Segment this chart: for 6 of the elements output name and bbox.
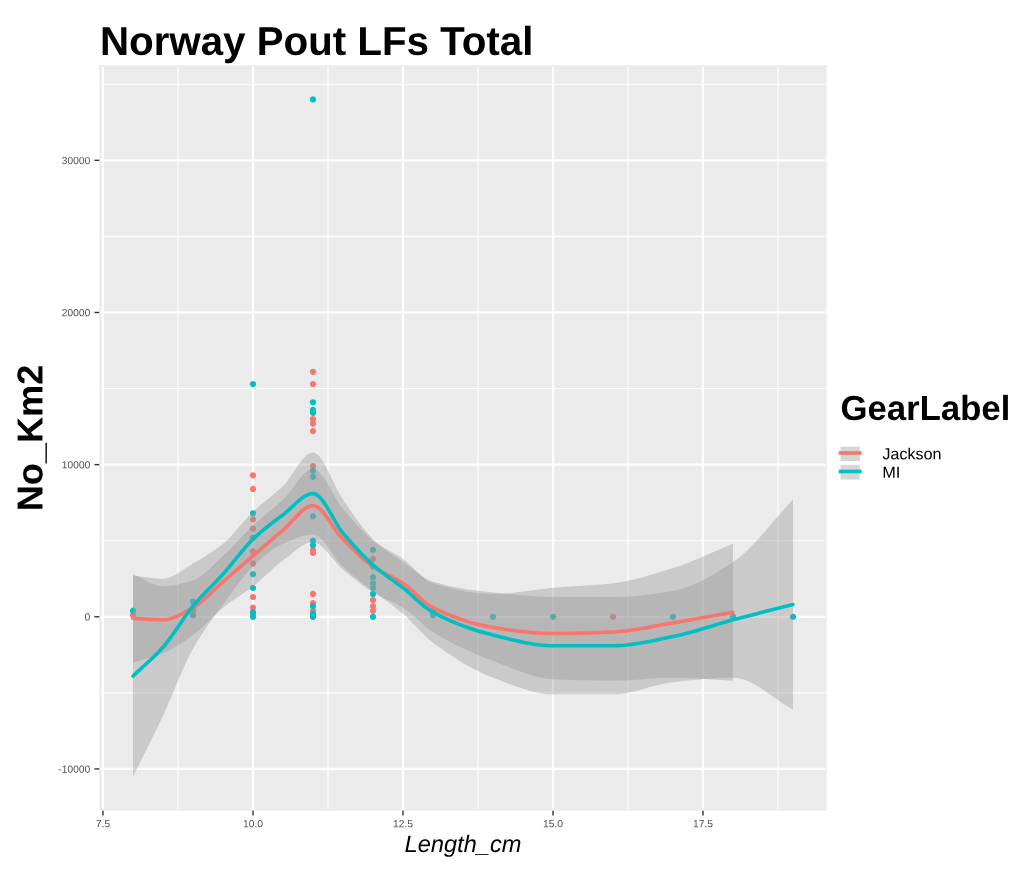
chart-title: Norway Pout LFs Total xyxy=(102,25,531,64)
legend-label: MI xyxy=(883,466,899,478)
legend-label: Jackson xyxy=(882,447,941,460)
y-axis-title: No_Km2 xyxy=(17,366,47,509)
legend-title: GearLabel xyxy=(841,394,1008,421)
x-axis-title: Length_cm xyxy=(405,834,521,857)
